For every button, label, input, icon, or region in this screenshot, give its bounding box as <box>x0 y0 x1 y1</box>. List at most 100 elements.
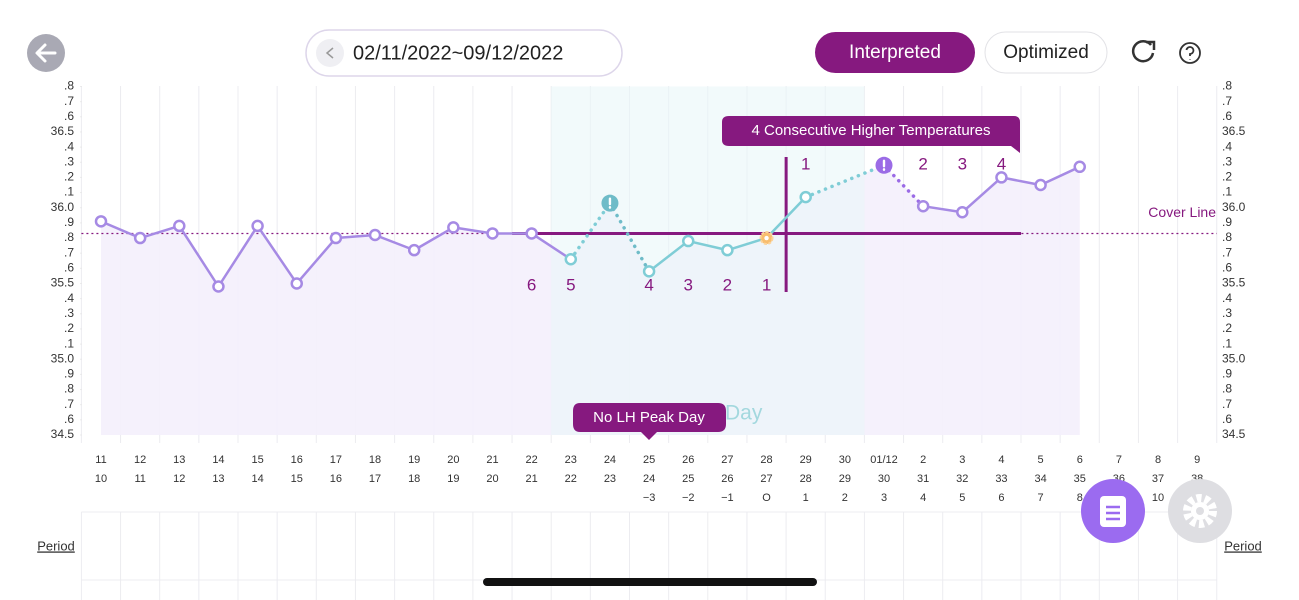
temperature-point <box>642 265 656 278</box>
y-tick-label: 36.0 <box>1222 200 1246 214</box>
temperature-point <box>133 231 147 245</box>
date-label: 19 <box>408 454 420 466</box>
temperature-segment <box>961 176 1003 214</box>
cycle-offset-label: 10 <box>1152 492 1164 504</box>
y-tick-label: .7 <box>1222 397 1232 411</box>
notes-lines <box>1106 505 1120 521</box>
callout-box <box>573 403 726 440</box>
temperature-segment <box>99 220 142 240</box>
date-label: 7 <box>1116 454 1122 466</box>
y-tick-label: .6 <box>64 260 74 274</box>
y-tick-label: .6 <box>1222 109 1232 123</box>
help-glyph <box>1185 46 1195 60</box>
cycle-day-label: 27 <box>760 473 772 485</box>
home-indicator <box>483 578 817 586</box>
date-label: 15 <box>251 454 263 466</box>
cycle-day-label: 32 <box>956 473 968 485</box>
cycle-offset-label: −1 <box>721 492 734 504</box>
y-tick-label: .4 <box>64 291 74 305</box>
cycle-day-label: 17 <box>369 473 381 485</box>
temperature-segment <box>138 224 181 240</box>
low-count: 3 <box>684 275 693 294</box>
y-tick-label: .6 <box>64 412 74 426</box>
callout-text: No LH Peak Day <box>593 409 705 426</box>
temperature-segment <box>1039 165 1081 187</box>
y-tick-label: .8 <box>64 79 74 93</box>
cycle-day-label: 34 <box>1034 473 1046 485</box>
y-tick-label: 34.5 <box>1222 427 1246 441</box>
date-label: 4 <box>998 454 1004 466</box>
callout-box <box>722 116 1020 153</box>
y-tick-label: .6 <box>64 109 74 123</box>
tab-interpreted[interactable] <box>815 32 975 73</box>
cycle-day-label: 21 <box>526 473 538 485</box>
date-label: 20 <box>447 454 459 466</box>
y-tick-label: .9 <box>64 215 74 229</box>
cycle-day-label: 24 <box>643 473 655 485</box>
y-tick-label: .4 <box>1222 291 1232 305</box>
y-tick-label: .8 <box>1222 382 1232 396</box>
y-tick-label: .8 <box>1222 230 1232 244</box>
date-range: 02/11/2022~09/12/2022 <box>353 42 563 64</box>
temperature-segment <box>530 232 573 261</box>
cycle-offset-label: 2 <box>842 492 848 504</box>
date-label: 13 <box>173 454 185 466</box>
temperature-segment <box>1000 176 1042 187</box>
y-tick-label: .4 <box>64 139 74 153</box>
y-tick-label: .2 <box>64 321 74 335</box>
temperature-segment <box>256 224 298 285</box>
temperature-point <box>329 231 343 245</box>
temperature-point <box>251 219 264 233</box>
temperature-point <box>486 227 499 240</box>
temperature-point <box>564 252 578 266</box>
period-label[interactable]: Period <box>37 538 75 553</box>
cycle-day-label: 23 <box>604 473 616 485</box>
ovulation-text: Day <box>725 402 763 425</box>
temperature-point <box>290 277 303 290</box>
cover-line-label: Cover Line <box>1148 204 1216 220</box>
y-tick-label: .1 <box>64 185 74 199</box>
date-label: 2 <box>920 454 926 466</box>
cycle-day-label: 11 <box>134 473 145 485</box>
date-range-pill[interactable] <box>305 29 623 77</box>
y-tick-label: .7 <box>64 94 74 108</box>
date-label: 16 <box>291 454 303 466</box>
y-tick-label: .8 <box>64 230 74 244</box>
temperature-segment <box>569 201 612 261</box>
tab-optimized[interactable] <box>984 31 1108 74</box>
refresh-arrow <box>1146 40 1156 50</box>
y-tick-label: .7 <box>1222 94 1232 108</box>
cycle-day-label: 16 <box>330 473 342 485</box>
temperature-segment <box>178 224 220 288</box>
y-tick-label: .1 <box>64 336 74 350</box>
temperature-segment <box>726 236 768 252</box>
temperature-segment <box>687 239 729 252</box>
y-tick-label: 35.5 <box>51 276 75 290</box>
date-label: 25 <box>643 454 655 466</box>
y-tick-label: .3 <box>1222 154 1232 168</box>
y-tick-label: .7 <box>64 397 74 411</box>
cycle-offset-label: 5 <box>959 492 965 504</box>
temperature-point <box>721 243 734 257</box>
cycle-day-label: 22 <box>565 473 577 485</box>
tab-label: Interpreted <box>849 42 941 63</box>
period-label[interactable]: Period <box>1224 538 1262 553</box>
chart: 34.5 34.5.6.6.7.7.8.8.9.935.0 35.0.1.1.2.2… <box>51 79 1246 600</box>
cycle-day-label: 12 <box>173 473 185 485</box>
temperature-point <box>1073 160 1086 174</box>
date-label: 11 <box>95 454 106 466</box>
refresh-icon[interactable] <box>1131 40 1155 63</box>
cycle-offset-label: 7 <box>1038 492 1044 504</box>
y-tick-label: .7 <box>64 245 74 259</box>
date-label: 18 <box>369 454 381 466</box>
y-tick-label: .6 <box>1222 260 1232 274</box>
temperature-segment <box>412 226 455 252</box>
temperature-point <box>916 199 930 213</box>
temperature-segment <box>921 204 964 214</box>
tab-label: Optimized <box>1003 42 1089 63</box>
date-label: 8 <box>1155 454 1161 466</box>
date-icon-arrow <box>325 47 334 59</box>
cycle-offset-label: 1 <box>803 492 809 504</box>
help-icon[interactable] <box>1179 42 1201 64</box>
temperature-point <box>525 227 538 240</box>
